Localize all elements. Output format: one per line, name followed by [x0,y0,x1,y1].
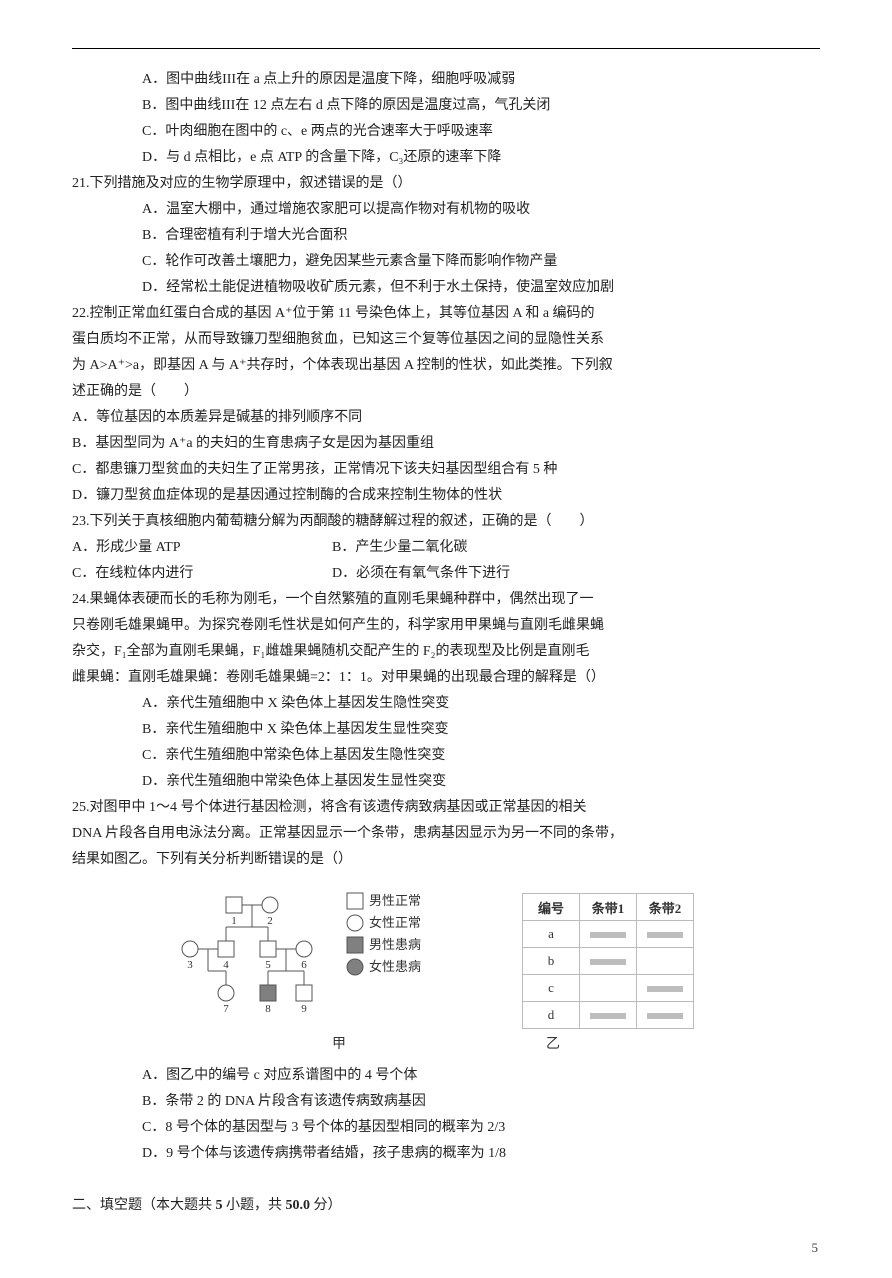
q24-l2: 只卷刚毛雄果蝇甲。为探究卷刚毛性状是如何产生的，科学家用甲果蝇与直刚毛雌果蝇 [72,613,820,639]
svg-text:4: 4 [223,959,229,971]
sec2-p4: 分） [310,1198,342,1213]
q22-l3: 为 A>A⁺>a，即基因 A 与 A⁺共存时，个体表现出基因 A 控制的性状，如… [72,353,820,379]
q22-l2: 蛋白质均不正常，从而导致镰刀型细胞贫血，已知这三个复等位基因之间的显隐性关系 [72,327,820,353]
q25-opt-c: C．8 号个体的基因型与 3 号个体的基因型相同的概率为 2/3 [72,1115,820,1141]
q25-l3: 结果如图乙。下列有关分析判断错误的是（） [72,847,820,873]
q23-opt-b: B．产生少量二氧化碳 [332,535,467,561]
q24-opt-d: D．亲代生殖细胞中常染色体上基因发生显性突变 [72,769,820,795]
svg-text:6: 6 [301,959,307,971]
svg-text:8: 8 [265,1003,271,1015]
svg-text:1: 1 [231,915,237,927]
q22-opt-a: A．等位基因的本质差异是碱基的排列顺序不同 [72,405,820,431]
q22-opt-c: C．都患镰刀型贫血的夫妇生了正常男孩，正常情况下该夫妇基因型组合有 5 种 [72,457,820,483]
svg-text:女性正常: 女性正常 [369,915,421,930]
q24-l3: 杂交，F₁全部为直刚毛果蝇，F₁雌雄果蝇随机交配产生的 F₂的表现型及比例是直刚… [72,639,820,665]
caption-jia: 甲 [332,1033,346,1053]
svg-text:3: 3 [187,959,193,971]
sec2-p0: 二、填空题（本大题共 [72,1198,216,1213]
q23-opt-d: D．必须在有氧气条件下进行 [332,561,510,587]
q24-opt-a: A．亲代生殖细胞中 X 染色体上基因发生隐性突变 [72,691,820,717]
svg-text:2: 2 [267,915,273,927]
q22-l1: 22.控制正常血红蛋白合成的基因 A⁺位于第 11 号染色体上，其等位基因 A … [72,301,820,327]
sec2-p1: 5 [216,1198,223,1213]
section2-title: 二、填空题（本大题共 5 小题，共 50.0 分） [72,1193,820,1219]
q21-stem: 21.下列措施及对应的生物学原理中，叙述错误的是（） [72,171,820,197]
page-number: 5 [812,1240,819,1256]
svg-text:5: 5 [265,959,271,971]
svg-text:9: 9 [301,1003,307,1015]
svg-text:男性患病: 男性患病 [369,937,421,952]
svg-text:女性患病: 女性患病 [369,959,421,974]
q24-opt-b: B．亲代生殖细胞中 X 染色体上基因发生显性突变 [72,717,820,743]
page-rule [72,48,820,49]
q23-stem: 23.下列关于真核细胞内葡萄糖分解为丙酮酸的糖酵解过程的叙述，正确的是（ ） [72,509,820,535]
q25-figure: 1 2 3 4 5 6 7 8 9 男性正常女性正常男性患病女性患病 编号条带1条带2abcd [172,887,820,1029]
q25-opt-b: B．条带 2 的 DNA 片段含有该遗传病致病基因 [72,1089,820,1115]
q24-l1: 24.果蝇体表硬而长的毛称为刚毛，一个自然繁殖的直刚毛果蝇种群中，偶然出现了一 [72,587,820,613]
q25-opt-a: A．图乙中的编号 c 对应系谱图中的 4 号个体 [72,1063,820,1089]
svg-text:男性正常: 男性正常 [369,893,421,908]
svg-text:7: 7 [223,1003,229,1015]
sec2-p2: 小题，共 [223,1198,286,1213]
q23-opt-a: A．形成少量 ATP [72,535,262,561]
q22-opt-b: B．基因型同为 A⁺a 的夫妇的生育患病子女是因为基因重组 [72,431,820,457]
q25-l2: DNA 片段各自用电泳法分离。正常基因显示一个条带，患病基因显示为另一不同的条带… [72,821,820,847]
q21-opt-d: D．经常松土能促进植物吸收矿质元素，但不利于水土保持，使温室效应加剧 [72,275,820,301]
q20-opt-c: C．叶肉细胞在图中的 c、e 两点的光合速率大于呼吸速率 [72,119,820,145]
q20-opt-d: D．与 d 点相比，e 点 ATP 的含量下降，C₃还原的速率下降 [72,145,820,171]
q20-opt-b: B．图中曲线III在 12 点左右 d 点下降的原因是温度过高，气孔关闭 [72,93,820,119]
caption-yi: 乙 [546,1033,560,1053]
q22-l4: 述正确的是（ ） [72,379,820,405]
q22-opt-d: D．镰刀型贫血症体现的是基因通过控制酶的合成来控制生物体的性状 [72,483,820,509]
q25-opt-d: D．9 号个体与该遗传病携带者结婚，孩子患病的概率为 1/8 [72,1141,820,1167]
q24-opt-c: C．亲代生殖细胞中常染色体上基因发生隐性突变 [72,743,820,769]
q24-l4: 雌果蝇：直刚毛雄果蝇：卷刚毛雄果蝇=2：1：1。对甲果蝇的出现最合理的解释是（） [72,665,820,691]
figure-captions: 甲 乙 [332,1033,820,1053]
q21-opt-b: B．合理密植有利于增大光合面积 [72,223,820,249]
q25-l1: 25.对图甲中 1～4 号个体进行基因检测，将含有该遗传病致病基因或正常基因的相… [72,795,820,821]
page: A．图中曲线III在 a 点上升的原因是温度下降，细胞呼吸减弱 B．图中曲线II… [0,0,892,1278]
q23-row1: A．形成少量 ATP B．产生少量二氧化碳 [72,535,820,561]
q21-opt-a: A．温室大棚中，通过增施农家肥可以提高作物对有机物的吸收 [72,197,820,223]
q20-opt-a: A．图中曲线III在 a 点上升的原因是温度下降，细胞呼吸减弱 [72,67,820,93]
q21-opt-c: C．轮作可改善土壤肥力，避免因某些元素含量下降而影响作物产量 [72,249,820,275]
pedigree-diagram: 1 2 3 4 5 6 7 8 9 男性正常女性正常男性患病女性患病 [172,887,492,1027]
sec2-p3: 50.0 [286,1198,311,1213]
q23-row2: C．在线粒体内进行 D．必须在有氧气条件下进行 [72,561,820,587]
q23-opt-c: C．在线粒体内进行 [72,561,262,587]
gel-table: 编号条带1条带2abcd [522,893,694,1029]
